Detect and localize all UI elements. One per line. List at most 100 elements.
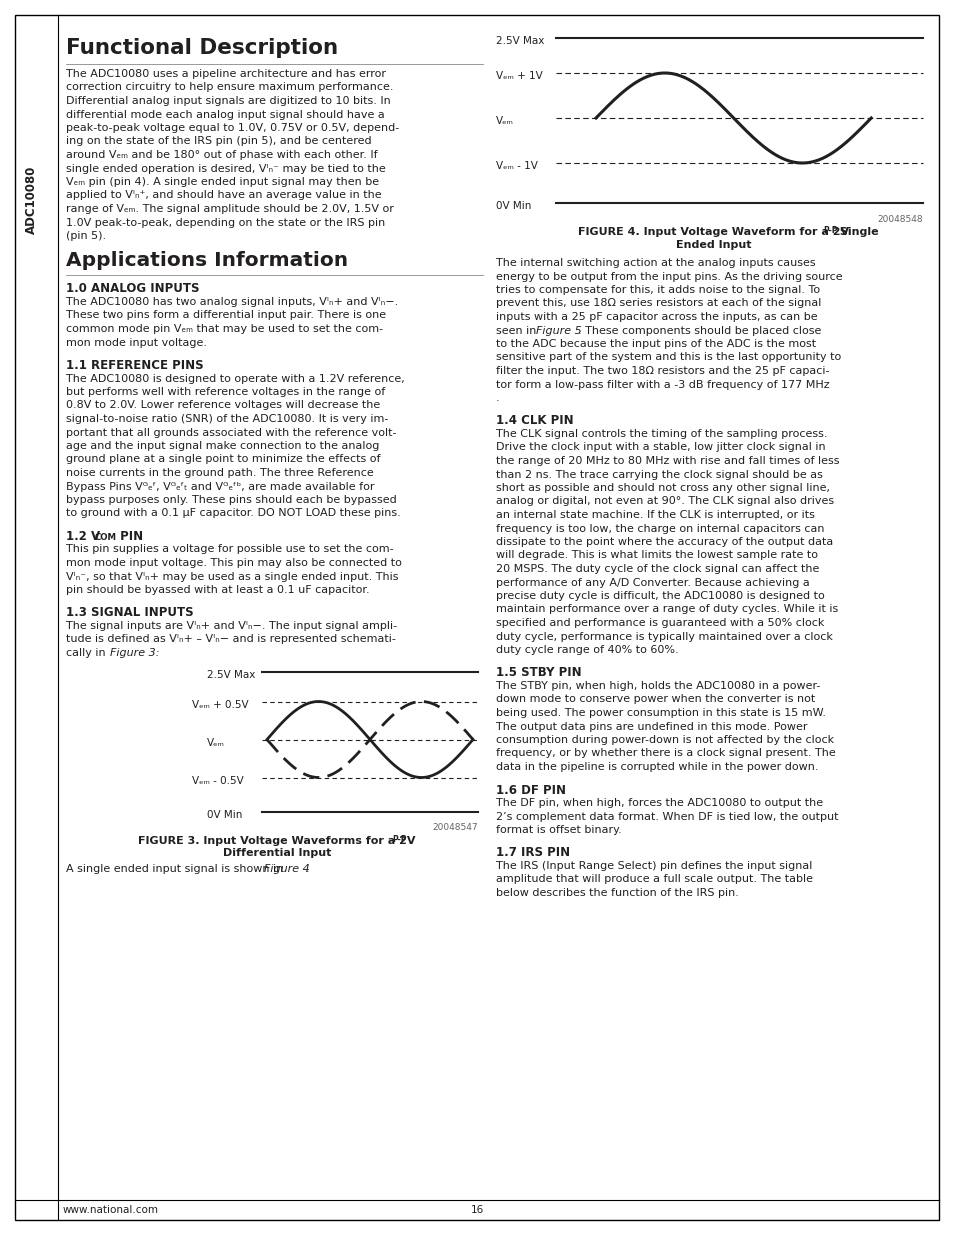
Text: performance of any A/D Converter. Because achieving a: performance of any A/D Converter. Becaus…: [496, 578, 809, 588]
Text: Vₑₘ: Vₑₘ: [496, 116, 514, 126]
Text: 20048548: 20048548: [877, 215, 923, 224]
Text: format is offset binary.: format is offset binary.: [496, 825, 621, 835]
Text: Single: Single: [836, 227, 879, 237]
Text: 1.0 ANALOG INPUTS: 1.0 ANALOG INPUTS: [66, 283, 199, 295]
Text: will degrade. This is what limits the lowest sample rate to: will degrade. This is what limits the lo…: [496, 551, 817, 561]
Text: noise currents in the ground path. The three Reference: noise currents in the ground path. The t…: [66, 468, 374, 478]
Text: seen in: seen in: [496, 326, 539, 336]
Text: specified and performance is guaranteed with a 50% clock: specified and performance is guaranteed …: [496, 618, 823, 629]
Text: The ADC10080 uses a pipeline architecture and has error: The ADC10080 uses a pipeline architectur…: [66, 69, 386, 79]
Text: Vₑₘ + 0.5V: Vₑₘ + 0.5V: [192, 699, 249, 709]
Text: cally in: cally in: [66, 648, 109, 658]
Text: 1.4 CLK PIN: 1.4 CLK PIN: [496, 415, 573, 427]
Text: peak-to-peak voltage equal to 1.0V, 0.75V or 0.5V, depend-: peak-to-peak voltage equal to 1.0V, 0.75…: [66, 124, 399, 133]
Text: The internal switching action at the analog inputs causes: The internal switching action at the ana…: [496, 258, 815, 268]
Text: an internal state machine. If the CLK is interrupted, or its: an internal state machine. If the CLK is…: [496, 510, 814, 520]
Text: .: .: [306, 864, 310, 874]
Text: maintain performance over a range of duty cycles. While it is: maintain performance over a range of dut…: [496, 604, 838, 615]
Text: The signal inputs are Vᴵₙ+ and Vᴵₙ−. The input signal ampli-: The signal inputs are Vᴵₙ+ and Vᴵₙ−. The…: [66, 621, 396, 631]
Text: than 2 ns. The trace carrying the clock signal should be as: than 2 ns. The trace carrying the clock …: [496, 469, 822, 479]
Text: 16: 16: [470, 1205, 483, 1215]
Text: single ended operation is desired, Vᴵₙ⁻ may be tied to the: single ended operation is desired, Vᴵₙ⁻ …: [66, 163, 385, 173]
Text: amplitude that will produce a full scale output. The table: amplitude that will produce a full scale…: [496, 874, 812, 884]
Text: 2.5V Max: 2.5V Max: [496, 36, 544, 46]
Text: The DF pin, when high, forces the ADC10080 to output the: The DF pin, when high, forces the ADC100…: [496, 798, 822, 808]
Text: around Vₑₘ and be 180° out of phase with each other. If: around Vₑₘ and be 180° out of phase with…: [66, 149, 377, 161]
Text: mon mode input voltage. This pin may also be connected to: mon mode input voltage. This pin may als…: [66, 558, 401, 568]
Text: prevent this, use 18Ω series resistors at each of the signal: prevent this, use 18Ω series resistors a…: [496, 299, 821, 309]
Text: Differential analog input signals are digitized to 10 bits. In: Differential analog input signals are di…: [66, 96, 391, 106]
Text: 0V Min: 0V Min: [496, 201, 531, 211]
Text: the range of 20 MHz to 80 MHz with rise and fall times of less: the range of 20 MHz to 80 MHz with rise …: [496, 456, 839, 466]
Text: Vᴵₙ⁻, so that Vᴵₙ+ may be used as a single ended input. This: Vᴵₙ⁻, so that Vᴵₙ+ may be used as a sing…: [66, 572, 398, 582]
Text: signal-to-noise ratio (SNR) of the ADC10080. It is very im-: signal-to-noise ratio (SNR) of the ADC10…: [66, 414, 388, 424]
Text: Bypass Pins Vᴳₑᶠ, Vᴳₑᶠₜ and Vᴳₑᶠᵇ, are made available for: Bypass Pins Vᴳₑᶠ, Vᴳₑᶠₜ and Vᴳₑᶠᵇ, are m…: [66, 482, 375, 492]
Text: energy to be output from the input pins. As the driving source: energy to be output from the input pins.…: [496, 272, 841, 282]
Text: short as possible and should not cross any other signal line,: short as possible and should not cross a…: [496, 483, 829, 493]
Text: PIN: PIN: [116, 530, 143, 543]
Text: correction circuitry to help ensure maximum performance.: correction circuitry to help ensure maxi…: [66, 83, 393, 93]
Text: ADC10080: ADC10080: [25, 165, 37, 235]
Text: www.national.com: www.national.com: [63, 1205, 159, 1215]
Text: FIGURE 4. Input Voltage Waveform for a 2V: FIGURE 4. Input Voltage Waveform for a 2…: [578, 227, 848, 237]
Text: precise duty cycle is difficult, the ADC10080 is designed to: precise duty cycle is difficult, the ADC…: [496, 592, 824, 601]
Text: FIGURE 3. Input Voltage Waveforms for a 2V: FIGURE 3. Input Voltage Waveforms for a …: [138, 836, 416, 846]
Text: age and the input signal make connection to the analog: age and the input signal make connection…: [66, 441, 379, 451]
Text: consumption during power-down is not affected by the clock: consumption during power-down is not aff…: [496, 735, 833, 745]
Text: Functional Description: Functional Description: [66, 38, 337, 58]
Text: portant that all grounds associated with the reference volt-: portant that all grounds associated with…: [66, 427, 396, 437]
Text: but performs well with reference voltages in the range of: but performs well with reference voltage…: [66, 387, 385, 396]
Text: Figure 3:: Figure 3:: [110, 648, 159, 658]
Text: Vₑₘ - 1V: Vₑₘ - 1V: [496, 161, 537, 170]
Text: data in the pipeline is corrupted while in the power down.: data in the pipeline is corrupted while …: [496, 762, 818, 772]
Text: The IRS (Input Range Select) pin defines the input signal: The IRS (Input Range Select) pin defines…: [496, 861, 812, 871]
Text: 1.2 V: 1.2 V: [66, 530, 100, 543]
Text: These two pins form a differential input pair. There is one: These two pins form a differential input…: [66, 310, 386, 321]
Text: A single ended input signal is shown in: A single ended input signal is shown in: [66, 864, 287, 874]
Text: applied to Vᴵₙ⁺, and should have an average value in the: applied to Vᴵₙ⁺, and should have an aver…: [66, 190, 381, 200]
Text: 20048547: 20048547: [432, 824, 477, 832]
Text: mon mode input voltage.: mon mode input voltage.: [66, 337, 207, 347]
Text: ground plane at a single point to minimize the effects of: ground plane at a single point to minimi…: [66, 454, 380, 464]
Text: 1.6 DF PIN: 1.6 DF PIN: [496, 783, 565, 797]
Text: P-P: P-P: [392, 835, 406, 844]
Text: 0.8V to 2.0V. Lower reference voltages will decrease the: 0.8V to 2.0V. Lower reference voltages w…: [66, 400, 380, 410]
Text: COM: COM: [95, 534, 117, 542]
Text: inputs with a 25 pF capacitor across the inputs, as can be: inputs with a 25 pF capacitor across the…: [496, 312, 817, 322]
Text: down mode to conserve power when the converter is not: down mode to conserve power when the con…: [496, 694, 815, 704]
Text: The ADC10080 is designed to operate with a 1.2V reference,: The ADC10080 is designed to operate with…: [66, 373, 404, 384]
Text: 1.7 IRS PIN: 1.7 IRS PIN: [496, 846, 570, 860]
Text: differential mode each analog input signal should have a: differential mode each analog input sign…: [66, 110, 384, 120]
Text: Drive the clock input with a stable, low jitter clock signal in: Drive the clock input with a stable, low…: [496, 442, 824, 452]
Text: Vₑₘ pin (pin 4). A single ended input signal may then be: Vₑₘ pin (pin 4). A single ended input si…: [66, 177, 378, 186]
Text: ing on the state of the IRS pin (pin 5), and be centered: ing on the state of the IRS pin (pin 5),…: [66, 137, 372, 147]
Text: frequency is too low, the charge on internal capacitors can: frequency is too low, the charge on inte…: [496, 524, 823, 534]
Text: dissipate to the point where the accuracy of the output data: dissipate to the point where the accurac…: [496, 537, 832, 547]
Text: tor form a low-pass filter with a -3 dB frequency of 177 MHz: tor form a low-pass filter with a -3 dB …: [496, 379, 829, 389]
Text: This pin supplies a voltage for possible use to set the com-: This pin supplies a voltage for possible…: [66, 545, 394, 555]
Text: 1.1 REFERENCE PINS: 1.1 REFERENCE PINS: [66, 359, 203, 372]
Text: pin should be byassed with at least a 0.1 uF capacitor.: pin should be byassed with at least a 0.…: [66, 585, 369, 595]
Text: P-P: P-P: [822, 226, 837, 235]
Text: tries to compensate for this, it adds noise to the signal. To: tries to compensate for this, it adds no…: [496, 285, 820, 295]
Text: Differential Input: Differential Input: [223, 848, 331, 858]
Text: 1.3 SIGNAL INPUTS: 1.3 SIGNAL INPUTS: [66, 606, 193, 620]
Text: The CLK signal controls the timing of the sampling process.: The CLK signal controls the timing of th…: [496, 429, 826, 438]
Text: common mode pin Vₑₘ that may be used to set the com-: common mode pin Vₑₘ that may be used to …: [66, 324, 383, 333]
Text: Vₑₘ: Vₑₘ: [207, 737, 225, 747]
Text: to the ADC because the input pins of the ADC is the most: to the ADC because the input pins of the…: [496, 338, 815, 350]
Text: . These components should be placed close: . These components should be placed clos…: [578, 326, 821, 336]
Text: .: .: [496, 393, 499, 403]
Text: bypass purposes only. These pins should each be bypassed: bypass purposes only. These pins should …: [66, 495, 396, 505]
Text: frequency, or by whether there is a clock signal present. The: frequency, or by whether there is a cloc…: [496, 748, 835, 758]
Text: Vₑₘ + 1V: Vₑₘ + 1V: [496, 70, 542, 82]
Text: 1.0V peak-to-peak, depending on the state or the IRS pin: 1.0V peak-to-peak, depending on the stat…: [66, 217, 385, 227]
Text: 2.5V Max: 2.5V Max: [207, 669, 255, 679]
Text: being used. The power consumption in this state is 15 mW.: being used. The power consumption in thi…: [496, 708, 825, 718]
Text: Ended Input: Ended Input: [675, 240, 750, 249]
Text: Applications Information: Applications Information: [66, 251, 348, 269]
Text: 1.5 STBY PIN: 1.5 STBY PIN: [496, 667, 581, 679]
Text: below describes the function of the IRS pin.: below describes the function of the IRS …: [496, 888, 739, 898]
Text: tude is defined as Vᴵₙ+ – Vᴵₙ− and is represented schemati-: tude is defined as Vᴵₙ+ – Vᴵₙ− and is re…: [66, 635, 395, 645]
Text: Figure 4: Figure 4: [264, 864, 310, 874]
